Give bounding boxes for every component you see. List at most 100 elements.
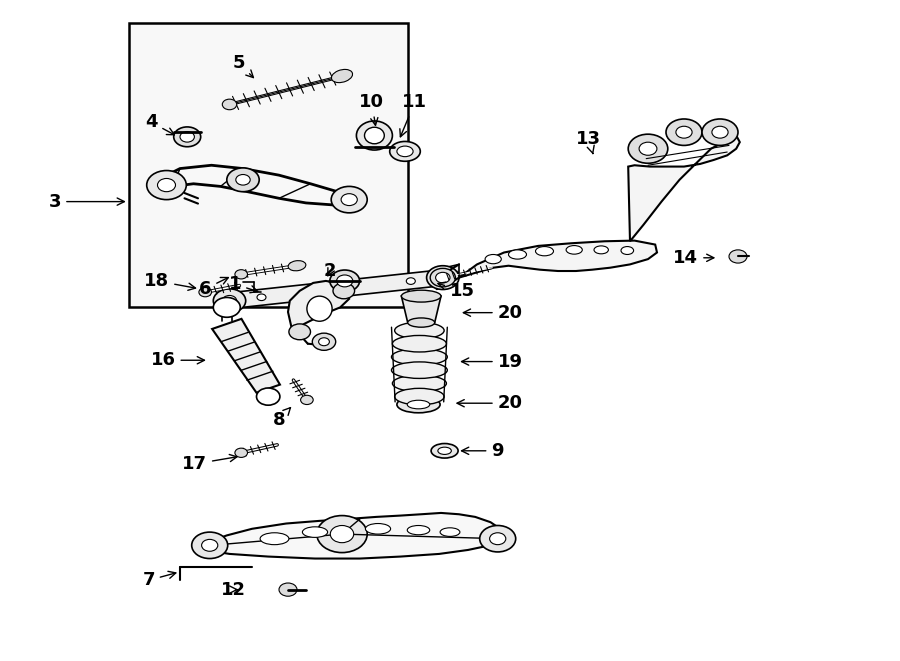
Text: 4: 4 [145,113,175,135]
Circle shape [227,168,259,192]
Ellipse shape [307,296,332,321]
Ellipse shape [508,250,526,259]
Text: 20: 20 [457,394,523,412]
Polygon shape [436,264,459,290]
Circle shape [676,126,692,138]
Circle shape [436,272,450,283]
Ellipse shape [392,362,447,378]
Circle shape [331,186,367,213]
Circle shape [235,448,248,457]
Circle shape [702,119,738,145]
Polygon shape [288,281,349,332]
Ellipse shape [260,533,289,545]
Circle shape [158,178,176,192]
Circle shape [480,525,516,552]
Circle shape [319,338,329,346]
Ellipse shape [364,127,384,144]
Text: 5: 5 [232,54,254,77]
Text: 15: 15 [438,282,475,300]
Circle shape [490,533,506,545]
Ellipse shape [302,527,328,537]
Text: 11: 11 [400,93,428,137]
Text: 10: 10 [359,93,384,126]
Circle shape [222,99,237,110]
Ellipse shape [331,286,340,292]
Ellipse shape [395,323,445,338]
Circle shape [289,324,310,340]
Ellipse shape [401,290,441,302]
Ellipse shape [566,246,582,254]
Ellipse shape [397,146,413,157]
Text: 16: 16 [150,351,204,369]
Ellipse shape [407,400,430,408]
Polygon shape [228,270,445,309]
Circle shape [213,297,240,317]
Polygon shape [202,513,504,559]
Circle shape [213,289,246,313]
Text: 1: 1 [229,275,257,293]
Ellipse shape [356,121,392,150]
Circle shape [199,288,212,297]
Circle shape [192,532,228,559]
Circle shape [639,142,657,155]
Ellipse shape [485,254,501,264]
Circle shape [729,250,747,263]
Ellipse shape [397,396,440,412]
Circle shape [666,119,702,145]
Ellipse shape [392,349,447,365]
Circle shape [628,134,668,163]
Polygon shape [459,241,657,278]
Ellipse shape [392,375,446,391]
Text: 2: 2 [324,262,337,280]
Ellipse shape [257,294,266,301]
Ellipse shape [288,260,306,271]
Ellipse shape [407,525,430,535]
Ellipse shape [408,318,435,327]
Ellipse shape [331,69,353,83]
Circle shape [222,295,237,306]
Circle shape [279,583,297,596]
Polygon shape [212,319,280,393]
Circle shape [341,194,357,206]
Ellipse shape [536,247,554,256]
Ellipse shape [395,388,445,405]
Polygon shape [401,296,441,323]
Ellipse shape [594,246,608,254]
Text: 20: 20 [464,303,523,322]
Polygon shape [628,136,740,241]
Ellipse shape [431,444,458,458]
Text: 9: 9 [462,442,504,460]
Circle shape [317,516,367,553]
Circle shape [427,266,459,290]
Ellipse shape [180,132,194,142]
Circle shape [712,126,728,138]
Circle shape [430,268,455,287]
Text: 12: 12 [220,580,246,599]
Ellipse shape [337,275,353,287]
Ellipse shape [440,527,460,537]
Circle shape [330,525,354,543]
Circle shape [312,333,336,350]
Text: 3: 3 [49,192,124,211]
Bar [129,23,408,307]
Text: 19: 19 [462,352,523,371]
Circle shape [256,388,280,405]
Circle shape [301,395,313,405]
Text: 18: 18 [144,272,195,290]
Text: 14: 14 [673,249,714,267]
Circle shape [333,283,355,299]
Ellipse shape [329,270,360,292]
Text: 17: 17 [182,455,237,473]
Ellipse shape [621,247,634,254]
Ellipse shape [390,141,420,161]
Circle shape [235,270,248,279]
Ellipse shape [406,278,415,284]
Circle shape [202,539,218,551]
Text: 13: 13 [576,130,601,153]
Ellipse shape [174,127,201,147]
Ellipse shape [365,524,391,534]
Ellipse shape [438,447,452,455]
Circle shape [147,171,186,200]
Text: 8: 8 [273,408,291,429]
Text: 7: 7 [142,571,176,590]
